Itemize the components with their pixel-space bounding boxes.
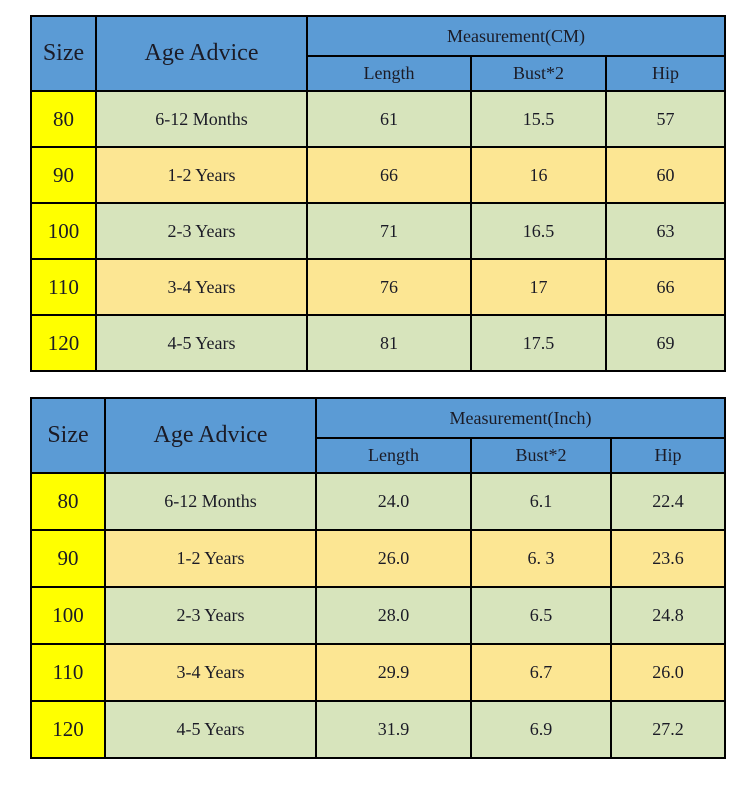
size-chart-cm-table: Size Age Advice Measurement(CM) Length B…: [30, 15, 726, 372]
hip-cell: 23.6: [609, 529, 727, 588]
age-cell: 3-4 Years: [104, 643, 317, 702]
bust-cell: 6. 3: [470, 529, 612, 588]
size-cell: 120: [30, 700, 106, 759]
header-row: Size Age Advice Measurement(CM): [30, 15, 726, 92]
size-cell: 110: [30, 643, 106, 702]
size-cell: 80: [30, 472, 106, 531]
hip-cell: 24.8: [609, 586, 727, 645]
size-cell: 120: [30, 314, 97, 372]
length-cell: 81: [306, 314, 472, 372]
measurement-cm-header: Measurement(CM): [306, 15, 726, 57]
bust-column-header: Bust*2: [470, 55, 607, 92]
bust-cell: 17.5: [470, 314, 607, 372]
age-advice-column-header: Age Advice: [95, 15, 308, 92]
hip-cell: 27.2: [609, 700, 727, 759]
size-column-header: Size: [30, 15, 97, 92]
length-cell: 29.9: [315, 643, 472, 702]
size-cell: 90: [30, 529, 106, 588]
size-cell: 110: [30, 258, 97, 316]
age-advice-column-header: Age Advice: [104, 397, 317, 474]
hip-cell: 60: [605, 146, 726, 204]
age-cell: 2-3 Years: [104, 586, 317, 645]
age-cell: 2-3 Years: [95, 202, 308, 260]
bust-cell: 16.5: [470, 202, 607, 260]
table-row: 90 1-2 Years 66 16 60: [30, 146, 726, 204]
length-cell: 71: [306, 202, 472, 260]
size-cell: 80: [30, 90, 97, 148]
age-cell: 4-5 Years: [95, 314, 308, 372]
age-cell: 6-12 Months: [104, 472, 317, 531]
age-cell: 6-12 Months: [95, 90, 308, 148]
size-cell: 100: [30, 202, 97, 260]
bust-cell: 15.5: [470, 90, 607, 148]
age-cell: 1-2 Years: [104, 529, 317, 588]
bust-column-header: Bust*2: [470, 437, 612, 474]
hip-cell: 69: [605, 314, 726, 372]
table-row: 110 3-4 Years 29.9 6.7 26.0: [30, 643, 727, 702]
bust-cell: 6.1: [470, 472, 612, 531]
length-column-header: Length: [306, 55, 472, 92]
bust-cell: 17: [470, 258, 607, 316]
hip-column-header: Hip: [605, 55, 726, 92]
table-row: 80 6-12 Months 61 15.5 57: [30, 90, 726, 148]
length-cell: 26.0: [315, 529, 472, 588]
length-cell: 31.9: [315, 700, 472, 759]
age-cell: 3-4 Years: [95, 258, 308, 316]
length-cell: 76: [306, 258, 472, 316]
table-row: 100 2-3 Years 71 16.5 63: [30, 202, 726, 260]
header-row: Size Age Advice Measurement(Inch): [30, 397, 727, 474]
age-cell: 1-2 Years: [95, 146, 308, 204]
table-row: 120 4-5 Years 31.9 6.9 27.2: [30, 700, 727, 759]
hip-cell: 57: [605, 90, 726, 148]
hip-cell: 63: [605, 202, 726, 260]
age-cell: 4-5 Years: [104, 700, 317, 759]
length-column-header: Length: [315, 437, 472, 474]
size-cell: 90: [30, 146, 97, 204]
bust-cell: 6.5: [470, 586, 612, 645]
table-row: 110 3-4 Years 76 17 66: [30, 258, 726, 316]
hip-cell: 66: [605, 258, 726, 316]
size-column-header: Size: [30, 397, 106, 474]
length-cell: 61: [306, 90, 472, 148]
hip-column-header: Hip: [609, 437, 727, 474]
subheader-row: Length Bust*2 Hip: [31, 437, 727, 474]
length-cell: 66: [306, 146, 472, 204]
size-cell: 100: [30, 586, 106, 645]
hip-cell: 26.0: [609, 643, 727, 702]
table-row: 80 6-12 Months 24.0 6.1 22.4: [30, 472, 727, 531]
table-row: 90 1-2 Years 26.0 6. 3 23.6: [30, 529, 727, 588]
bust-cell: 6.7: [470, 643, 612, 702]
subheader-row: Length Bust*2 Hip: [31, 55, 726, 92]
measurement-inch-header: Measurement(Inch): [314, 397, 727, 439]
hip-cell: 22.4: [609, 472, 727, 531]
table-row: 120 4-5 Years 81 17.5 69: [30, 314, 726, 372]
size-chart-inch-table: Size Age Advice Measurement(Inch) Length…: [30, 397, 727, 759]
length-cell: 28.0: [315, 586, 472, 645]
table-row: 100 2-3 Years 28.0 6.5 24.8: [30, 586, 727, 645]
length-cell: 24.0: [315, 472, 472, 531]
bust-cell: 6.9: [470, 700, 612, 759]
bust-cell: 16: [470, 146, 607, 204]
